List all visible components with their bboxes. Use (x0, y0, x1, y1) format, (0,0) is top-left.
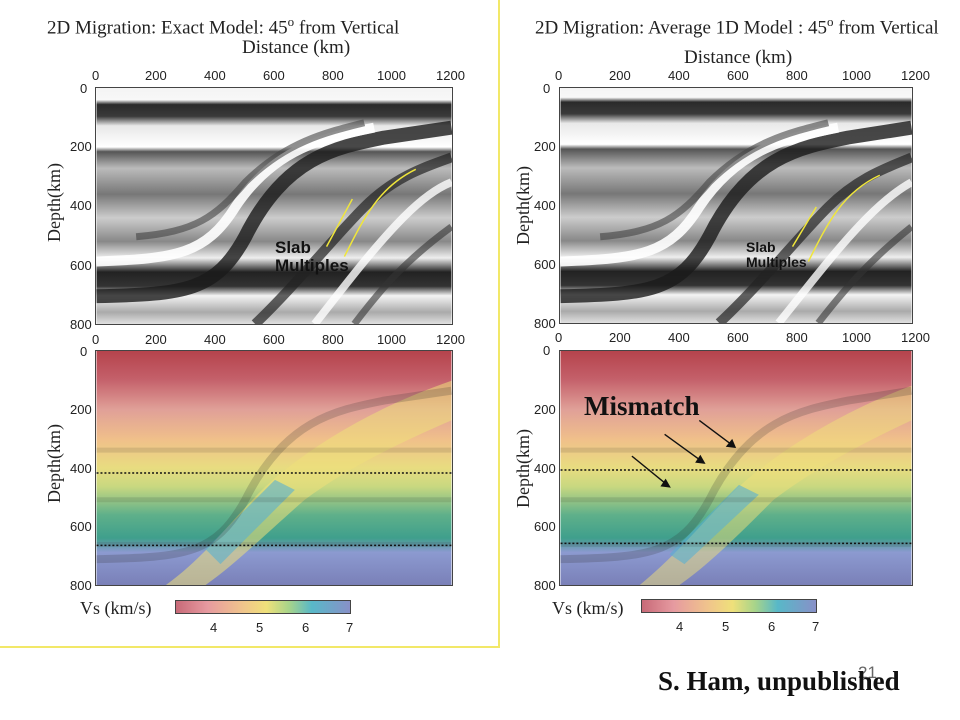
slab-multiple-line (807, 174, 881, 262)
left-title: 2D Migration: Exact Model: 45o from Vert… (47, 14, 400, 39)
xtick: 200 (145, 68, 167, 83)
xtick: 600 (263, 332, 285, 347)
ytick: 400 (70, 198, 92, 213)
right-title: 2D Migration: Average 1D Model : 45o fro… (535, 14, 939, 39)
ytick: 800 (70, 317, 92, 332)
cbar-tick: 5 (256, 620, 264, 635)
cbar-tick: 7 (346, 620, 354, 635)
ytick: 0 (80, 344, 88, 359)
right-bottom-ylabel: Depth(km) (513, 429, 533, 508)
ytick: 200 (70, 402, 92, 417)
ytick: 400 (534, 461, 556, 476)
ytick: 0 (543, 343, 551, 358)
credit-text: S. Ham, unpublished (658, 666, 900, 696)
ytick: 600 (534, 519, 556, 534)
mismatch-label: Mismatch (584, 391, 700, 421)
cbar-tick: 6 (768, 619, 776, 634)
left-colorbar-label: Vs (km/s) (80, 598, 152, 618)
xtick: 1200 (901, 68, 930, 83)
cbar-tick: 7 (812, 619, 820, 634)
left-colorbar (175, 600, 351, 614)
left-seismic-image (95, 87, 453, 325)
cbar-tick: 4 (210, 620, 218, 635)
xtick: 200 (609, 68, 631, 83)
xtick: 600 (727, 68, 749, 83)
xtick: 0 (555, 330, 563, 345)
xtick: 1000 (377, 68, 406, 83)
cbar-tick: 4 (676, 619, 684, 634)
xtick: 600 (263, 68, 285, 83)
xtick: 0 (555, 68, 563, 83)
cbar-tick: 5 (722, 619, 730, 634)
left-velocity-image (95, 350, 453, 586)
slab-multiple-line (343, 168, 417, 257)
cbar-tick: 6 (302, 620, 310, 635)
right-top-ylabel: Depth(km) (513, 166, 533, 245)
right-velocity-image (559, 350, 913, 586)
left-slab-multiples-label: Slab Multiples (275, 238, 349, 275)
xtick: 1000 (842, 330, 871, 345)
left-xlabel: Distance (km) (242, 37, 351, 58)
right-colorbar (641, 599, 817, 613)
xtick: 200 (609, 330, 631, 345)
left-bottom-ylabel: Depth(km) (44, 424, 64, 503)
xtick: 1200 (436, 332, 465, 347)
xtick: 800 (322, 332, 344, 347)
xtick: 800 (786, 68, 808, 83)
xtick: 0 (92, 332, 100, 347)
xtick: 400 (668, 330, 690, 345)
xtick: 200 (145, 332, 167, 347)
left-top-ylabel: Depth(km) (44, 163, 64, 242)
xtick: 1000 (377, 332, 406, 347)
page-number: 21 (858, 663, 877, 682)
xtick: 800 (322, 68, 344, 83)
ytick: 200 (534, 402, 556, 417)
xtick: 400 (668, 68, 690, 83)
ytick: 800 (534, 578, 556, 593)
ytick: 200 (534, 139, 556, 154)
ytick: 600 (70, 519, 92, 534)
right-seismic-image (559, 87, 913, 324)
xtick: 400 (204, 332, 226, 347)
slab-multiple-line (325, 198, 353, 248)
ytick: 800 (70, 578, 92, 593)
ytick: 0 (543, 81, 551, 96)
left-figure-frame (0, 0, 500, 648)
xtick: 600 (727, 330, 749, 345)
xtick: 800 (786, 330, 808, 345)
ytick: 600 (534, 257, 556, 272)
ytick: 600 (70, 258, 92, 273)
slab-multiple-line (791, 206, 817, 248)
xtick: 400 (204, 68, 226, 83)
mismatch-arrows (631, 419, 737, 488)
ytick: 400 (70, 461, 92, 476)
xtick: 1000 (842, 68, 871, 83)
xtick: 1200 (436, 68, 465, 83)
ytick: 200 (70, 139, 92, 154)
ytick: 400 (534, 198, 556, 213)
ytick: 800 (534, 316, 556, 331)
ytick: 0 (80, 81, 88, 96)
xtick: 0 (92, 68, 100, 83)
xtick: 1200 (901, 330, 930, 345)
right-colorbar-label: Vs (km/s) (552, 598, 624, 618)
right-slab-multiples-label: Slab Multiples (746, 239, 807, 270)
right-xlabel: Distance (km) (684, 47, 793, 68)
